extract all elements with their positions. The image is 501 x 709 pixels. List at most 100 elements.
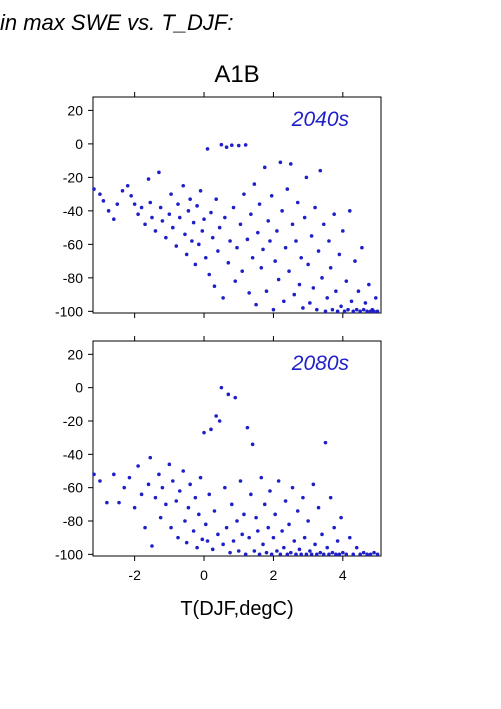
data-point <box>334 289 338 294</box>
data-point <box>167 462 172 467</box>
data-point <box>143 222 147 227</box>
data-point <box>360 245 364 250</box>
data-point <box>202 430 206 435</box>
y-tick-label: -100 <box>55 546 83 562</box>
data-point <box>200 537 205 542</box>
data-point <box>221 296 225 300</box>
data-point <box>268 489 272 493</box>
data-point <box>264 550 269 555</box>
panel-label: 2040s <box>291 108 350 131</box>
data-point <box>132 202 137 206</box>
data-point <box>294 552 298 557</box>
data-point <box>330 307 335 312</box>
data-point <box>341 229 345 233</box>
data-point <box>143 525 147 530</box>
data-point <box>205 147 210 151</box>
data-point <box>282 299 286 304</box>
data-point <box>139 205 144 210</box>
data-point <box>212 284 217 289</box>
data-point <box>320 276 324 280</box>
data-point <box>273 259 277 263</box>
data-point <box>254 302 258 307</box>
x-axis-label: T(DJF,degC) <box>180 598 293 620</box>
data-point <box>210 547 215 552</box>
data-point <box>195 545 199 550</box>
data-point <box>252 182 257 186</box>
data-point <box>309 234 314 238</box>
data-point <box>315 307 319 312</box>
data-point <box>299 552 303 557</box>
data-point <box>288 162 293 166</box>
y-tick-label: -40 <box>63 446 83 462</box>
data-point <box>200 229 205 233</box>
data-point <box>184 540 189 545</box>
data-point <box>150 544 154 548</box>
data-point <box>269 193 274 198</box>
data-point <box>148 200 153 205</box>
data-point <box>261 542 265 547</box>
data-point <box>198 188 203 193</box>
data-point <box>337 252 342 257</box>
data-point <box>169 192 173 196</box>
data-point <box>171 225 175 230</box>
data-point <box>282 545 286 550</box>
data-point <box>297 282 302 287</box>
data-point <box>233 395 238 400</box>
data-point <box>98 192 102 196</box>
data-point <box>288 550 293 555</box>
data-point <box>120 188 125 193</box>
data-point <box>228 550 232 555</box>
data-point <box>320 532 324 537</box>
data-point <box>217 419 222 423</box>
data-point <box>275 549 279 553</box>
data-point <box>146 482 151 487</box>
data-point <box>183 519 187 523</box>
data-point <box>249 212 253 217</box>
data-point <box>158 205 163 210</box>
data-point <box>190 239 194 243</box>
data-point <box>188 482 192 487</box>
data-point <box>167 212 172 217</box>
data-point <box>219 385 224 390</box>
data-point <box>295 200 300 205</box>
data-point <box>231 539 236 543</box>
data-point <box>226 260 231 265</box>
data-point <box>216 249 220 253</box>
x-tick-label: -2 <box>128 567 141 583</box>
data-point <box>235 245 239 250</box>
data-point <box>316 249 321 253</box>
data-point <box>164 235 168 240</box>
data-point <box>105 500 109 505</box>
data-point <box>295 509 300 513</box>
data-point <box>292 292 297 297</box>
data-point <box>139 492 144 497</box>
data-point <box>160 219 165 223</box>
data-point <box>191 529 196 533</box>
data-point <box>368 552 373 557</box>
data-point <box>337 552 342 557</box>
data-point <box>339 515 343 520</box>
data-point <box>214 414 218 418</box>
data-point <box>92 187 96 191</box>
data-point <box>217 225 222 230</box>
data-point <box>372 309 376 314</box>
data-point <box>153 229 158 233</box>
data-point <box>367 282 371 287</box>
data-point <box>372 550 376 555</box>
data-point <box>315 552 319 557</box>
data-point <box>356 289 361 294</box>
data-point <box>292 539 297 543</box>
data-point <box>330 550 335 555</box>
data-point <box>346 307 350 312</box>
data-point <box>231 205 236 210</box>
data-point <box>262 165 267 170</box>
data-point <box>197 512 201 517</box>
figure-title: A1B <box>214 61 259 88</box>
data-point <box>252 549 257 553</box>
data-point <box>280 209 284 213</box>
data-point <box>174 499 179 503</box>
data-point <box>216 532 220 537</box>
y-tick-label: -80 <box>63 270 83 286</box>
data-point <box>212 509 217 513</box>
